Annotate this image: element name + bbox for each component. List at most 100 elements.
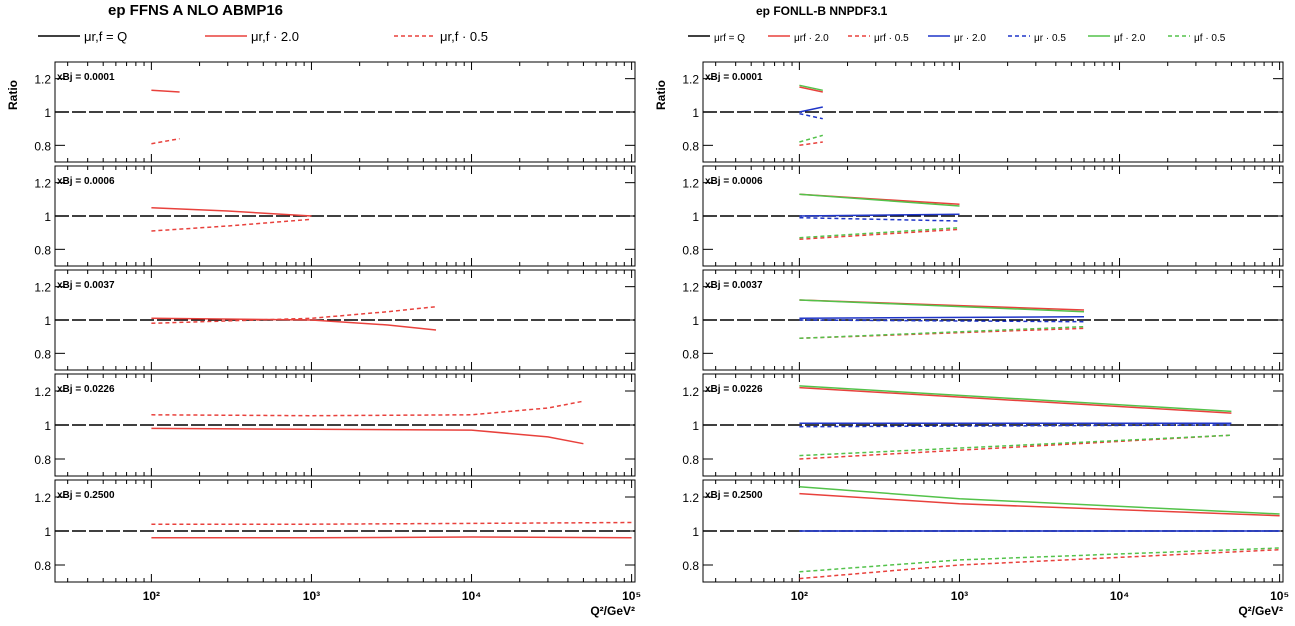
row-panel: 0.8 1 1.2 xBj = 0.0006 xyxy=(34,165,636,267)
y-tick-label: 1.2 xyxy=(34,281,51,295)
y-tick-label: 0.8 xyxy=(682,243,699,257)
y-tick-label: 1.2 xyxy=(34,385,51,399)
y-tick-label: 0.8 xyxy=(682,139,699,153)
legend-label: μr · 0.5 xyxy=(1034,33,1066,44)
series-line xyxy=(799,134,824,143)
row-label: xBj = 0.0006 xyxy=(57,176,115,187)
row-label: xBj = 0.0226 xyxy=(705,384,763,395)
series-line xyxy=(799,434,1232,457)
y-tick-label: 1.2 xyxy=(34,73,51,87)
series-line xyxy=(151,305,437,325)
x-axis-label: Q²/GeV² xyxy=(1238,604,1283,618)
series-line xyxy=(151,400,584,417)
row-label: xBj = 0.0037 xyxy=(57,280,115,291)
y-tick-label: 1 xyxy=(44,106,51,120)
y-tick-label: 1.2 xyxy=(682,385,699,399)
series-line xyxy=(151,317,437,331)
legend-label: μrf · 2.0 xyxy=(794,33,829,44)
series-line xyxy=(799,492,1280,517)
y-tick-label: 0.8 xyxy=(682,559,699,573)
panel-left: ep FFNS A NLO ABMP16 μr,f = Q μr,f · 2.0 μr… xyxy=(6,2,641,618)
y-tick-label: 1 xyxy=(692,106,699,120)
panel-title: ep FFNS A NLO ABMP16 xyxy=(108,2,283,19)
series-line xyxy=(799,141,823,147)
x-tick-label: 10⁵ xyxy=(622,589,641,603)
series-line xyxy=(799,315,1085,320)
y-tick-label: 0.8 xyxy=(682,347,699,361)
row-panel: 0.8 1 1.2 xBj = 0.0001 xyxy=(34,61,636,163)
x-tick-label: 10² xyxy=(143,589,160,603)
legend-label: μf · 0.5 xyxy=(1194,33,1226,44)
legend-label: μr,f = Q xyxy=(84,29,127,44)
row-panel: 0.8 1 1.2 xBj = 0.0226 xyxy=(682,373,1284,477)
series-line xyxy=(799,319,1085,323)
x-tick-label: 10⁴ xyxy=(1110,589,1129,603)
series-line xyxy=(799,299,1085,313)
series-line xyxy=(151,427,584,445)
series-line xyxy=(151,89,180,93)
legend-label: μr,f · 0.5 xyxy=(440,29,488,44)
series-line xyxy=(799,325,1085,340)
legend-label: μrf · 0.5 xyxy=(874,33,909,44)
series-line xyxy=(799,216,960,222)
x-tick-label: 10⁴ xyxy=(462,589,481,603)
series-line xyxy=(799,86,823,93)
series-line xyxy=(799,486,1280,515)
legend-label: μf · 2.0 xyxy=(1114,33,1146,44)
x-tick-label: 10³ xyxy=(951,589,968,603)
y-tick-label: 1.2 xyxy=(34,177,51,191)
y-tick-label: 0.8 xyxy=(34,139,51,153)
y-tick-label: 1 xyxy=(44,525,51,539)
x-tick-label: 10⁵ xyxy=(1270,589,1289,603)
series-line xyxy=(151,536,632,539)
x-tick-label: 10² xyxy=(791,589,808,603)
row-panel: 0.8 1 1.2 xBj = 0.0226 xyxy=(34,373,636,477)
panel-right: ep FONLL-B NNPDF3.1 μrf = Q μrf · 2.0 μrf ·… xyxy=(654,4,1289,618)
series-line xyxy=(799,424,1232,428)
series-line xyxy=(799,226,960,239)
legend-label: μrf = Q xyxy=(714,33,745,44)
series-line xyxy=(151,521,632,525)
y-tick-label: 0.8 xyxy=(34,559,51,573)
x-tick-label: 10³ xyxy=(303,589,320,603)
series-line xyxy=(799,84,823,92)
row-panel: 0.8 1 1.2 xBj = 0.2500 xyxy=(682,479,1284,583)
row-panel: 0.8 1 1.2 xBj = 0.2500 xyxy=(34,479,636,583)
y-tick-label: 1.2 xyxy=(682,73,699,87)
y-tick-label: 1 xyxy=(692,525,699,539)
series-line xyxy=(151,137,180,145)
row-panel: 0.8 1 1.2 xBj = 0.0037 xyxy=(682,269,1284,371)
series-line xyxy=(151,206,312,217)
series-line xyxy=(799,548,1280,580)
legend-label: μr,f · 2.0 xyxy=(251,29,299,44)
y-tick-label: 1 xyxy=(692,210,699,224)
y-tick-label: 1 xyxy=(44,419,51,433)
row-label: xBj = 0.0006 xyxy=(705,176,763,187)
row-label: xBj = 0.2500 xyxy=(57,490,115,501)
y-tick-label: 0.8 xyxy=(682,453,699,467)
row-label: xBj = 0.0001 xyxy=(705,72,763,83)
series-line xyxy=(799,386,1232,414)
series-line xyxy=(151,218,312,232)
row-panel: 0.8 1 1.2 xBj = 0.0006 xyxy=(682,165,1284,267)
row-panel: 0.8 1 1.2 xBj = 0.0037 xyxy=(34,269,636,371)
legend-label: μr · 2.0 xyxy=(954,33,986,44)
y-tick-label: 1 xyxy=(692,314,699,328)
y-tick-label: 1 xyxy=(44,314,51,328)
y-tick-label: 1 xyxy=(44,210,51,224)
series-line xyxy=(799,106,823,113)
series-line xyxy=(799,327,1085,340)
series-line xyxy=(799,228,960,241)
row-label: xBj = 0.0037 xyxy=(705,280,763,291)
y-tick-label: 1.2 xyxy=(682,491,699,505)
row-label: xBj = 0.0226 xyxy=(57,384,115,395)
series-line xyxy=(799,193,960,207)
y-tick-label: 1.2 xyxy=(682,177,699,191)
series-line xyxy=(799,213,960,217)
y-tick-label: 0.8 xyxy=(34,243,51,257)
y-tick-label: 1.2 xyxy=(682,281,699,295)
y-tick-label: 1 xyxy=(692,419,699,433)
y-tick-label: 0.8 xyxy=(34,453,51,467)
series-line xyxy=(799,385,1232,413)
